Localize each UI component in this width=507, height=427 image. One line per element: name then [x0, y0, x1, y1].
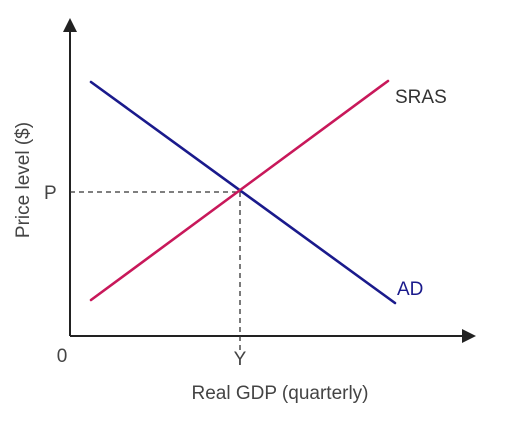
- x-axis-title: Real GDP (quarterly): [191, 383, 368, 404]
- y-axis-title: Price level ($): [13, 122, 34, 238]
- ad-curve: [89, 80, 397, 305]
- sras-curve: [89, 79, 390, 302]
- ad-label: AD: [397, 279, 423, 300]
- price-level-label: P: [44, 183, 57, 204]
- sras-label: SRAS: [395, 87, 447, 108]
- output-level-label: Y: [234, 349, 247, 370]
- origin-label: 0: [57, 346, 68, 367]
